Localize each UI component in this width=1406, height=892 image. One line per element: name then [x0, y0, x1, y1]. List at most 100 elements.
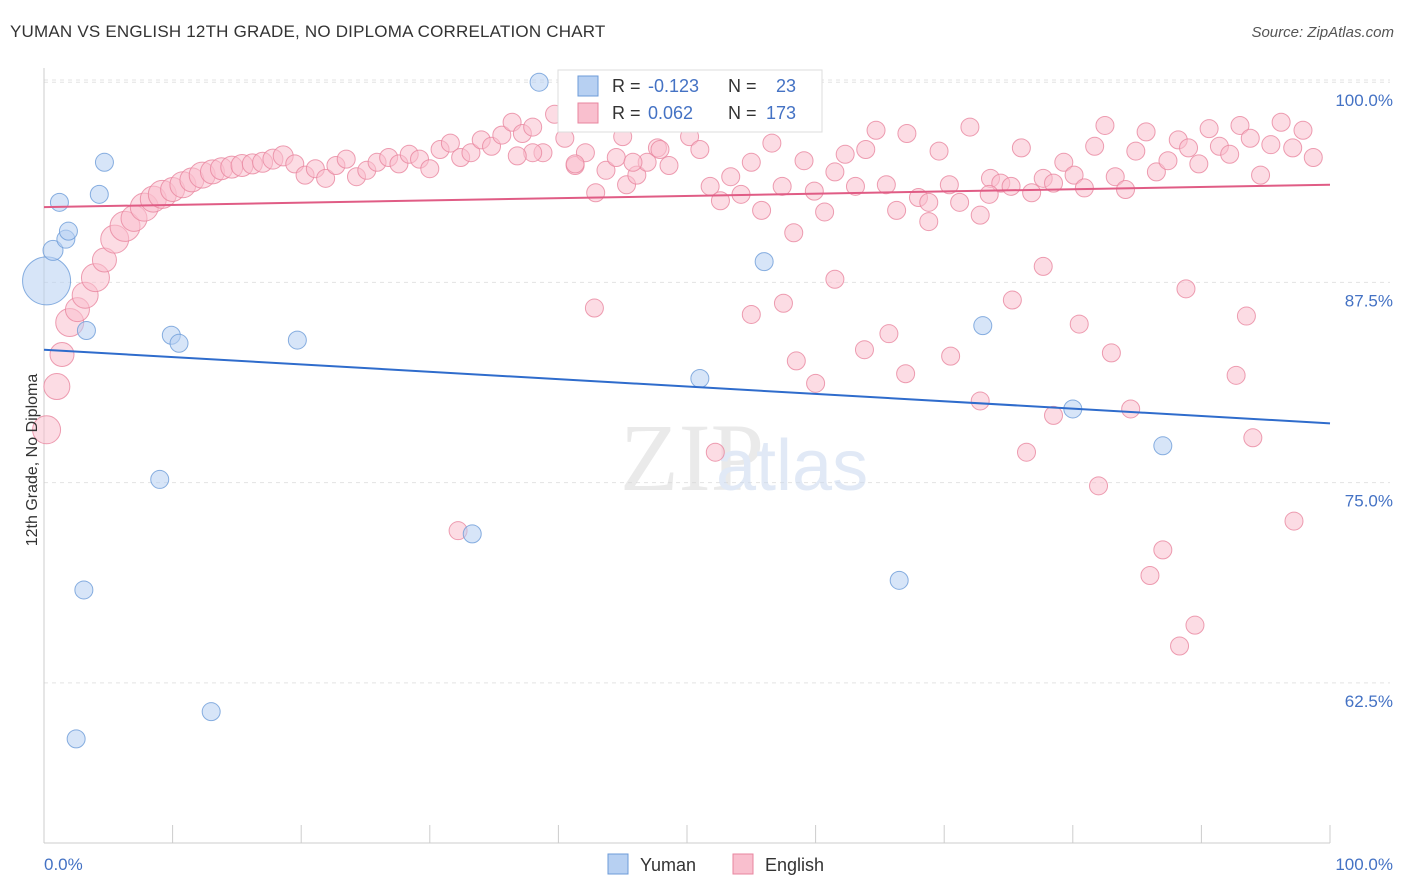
yuman-trend-line: [43, 348, 1331, 425]
yuman-point: [1153, 436, 1173, 456]
english-point: [1303, 147, 1323, 167]
yuman-point: [287, 330, 307, 350]
y-tick-label-3: 62.5%: [1345, 692, 1393, 711]
english-point: [659, 156, 679, 176]
english-point: [1017, 442, 1037, 462]
legend-label-yuman: Yuman: [640, 855, 696, 875]
english-point: [752, 200, 772, 220]
english-point: [845, 176, 865, 196]
stats-n-label: N =: [728, 103, 757, 123]
stats-n-value: 173: [766, 103, 796, 123]
legend-swatch-yuman: [607, 853, 629, 875]
stats-r-value: 0.062: [648, 103, 693, 123]
english-point: [49, 341, 75, 367]
stats-legend-box: R = -0.123 N = 23 R = 0.062 N = 173: [557, 69, 823, 133]
english-point: [623, 152, 643, 172]
english-point: [950, 192, 970, 212]
english-point: [1153, 540, 1173, 560]
english-point: [1095, 115, 1115, 135]
yuman-point: [150, 469, 170, 489]
english-point: [1089, 476, 1109, 496]
english-point: [1044, 405, 1064, 425]
stats-r-label: R =: [612, 103, 641, 123]
english-point: [1271, 112, 1291, 132]
english-point: [690, 139, 710, 159]
source-credit: Source: ZipAtlas.com: [1251, 24, 1394, 41]
english-point: [784, 223, 804, 243]
english-point: [1002, 290, 1022, 310]
stats-swatch-yuman: [577, 75, 599, 97]
english-point: [1226, 365, 1246, 385]
english-point: [960, 117, 980, 137]
english-point: [1199, 119, 1219, 139]
english-point: [1101, 343, 1121, 363]
english-point: [523, 143, 543, 163]
english-point: [507, 146, 527, 166]
english-point: [32, 415, 62, 445]
english-point: [596, 160, 616, 180]
watermark-atlas: atlas: [716, 426, 868, 506]
y-tick-label-1: 87.5%: [1345, 291, 1393, 310]
yuman-point: [74, 580, 94, 600]
axes: [43, 68, 1331, 844]
english-point: [1136, 122, 1156, 142]
english-point: [1283, 138, 1303, 158]
english-point: [794, 151, 814, 171]
stats-n-label: N =: [728, 76, 757, 96]
yuman-point: [94, 152, 114, 172]
stats-box-frame: [557, 69, 823, 133]
english-point: [336, 149, 356, 169]
english-point: [1220, 144, 1240, 164]
english-point: [835, 144, 855, 164]
english-point: [1116, 180, 1136, 200]
english-point: [815, 202, 835, 222]
english-point: [1044, 173, 1064, 193]
english-point: [1230, 115, 1250, 135]
english-point: [1189, 154, 1209, 174]
watermark-zip: ZIP: [620, 404, 764, 511]
english-point: [919, 192, 939, 212]
english-point: [887, 200, 907, 220]
english-point: [1121, 399, 1141, 419]
english-point: [1243, 428, 1263, 448]
english-point: [1170, 636, 1190, 656]
english-point: [492, 125, 512, 145]
english-point: [1236, 306, 1256, 326]
english-point: [1126, 141, 1146, 161]
english-point: [1158, 151, 1178, 171]
english-point: [1069, 314, 1089, 334]
english-point: [825, 269, 845, 289]
english-point: [565, 154, 585, 174]
english-point: [1251, 165, 1271, 185]
y-tick-label-2: 75.0%: [1345, 492, 1393, 511]
english-point: [316, 168, 336, 188]
english-point: [1085, 136, 1105, 156]
english-point: [1140, 566, 1160, 586]
english-point: [941, 346, 961, 366]
english-point: [1146, 162, 1166, 182]
english-trend-line: [43, 183, 1331, 209]
english-point: [1105, 167, 1125, 187]
yuman-point: [690, 369, 710, 389]
english-point: [523, 117, 543, 137]
stats-r-value: -0.123: [648, 76, 699, 96]
english-point: [461, 143, 481, 163]
english-point: [420, 159, 440, 179]
english-point: [1011, 138, 1031, 158]
english-point: [1064, 165, 1084, 185]
english-point: [772, 176, 792, 196]
english-point: [897, 123, 917, 143]
english-point: [762, 133, 782, 153]
english-point: [866, 120, 886, 140]
english-point: [1033, 256, 1053, 276]
yuman-point: [201, 702, 221, 722]
watermark: ZIP atlas: [620, 404, 868, 511]
yuman-point: [58, 221, 78, 241]
series-yuman: [22, 72, 1173, 749]
yuman-point: [462, 524, 482, 544]
stats-r-label: R =: [612, 76, 641, 96]
english-point: [806, 373, 826, 393]
english-point: [1261, 135, 1281, 155]
yuman-point: [49, 192, 69, 212]
